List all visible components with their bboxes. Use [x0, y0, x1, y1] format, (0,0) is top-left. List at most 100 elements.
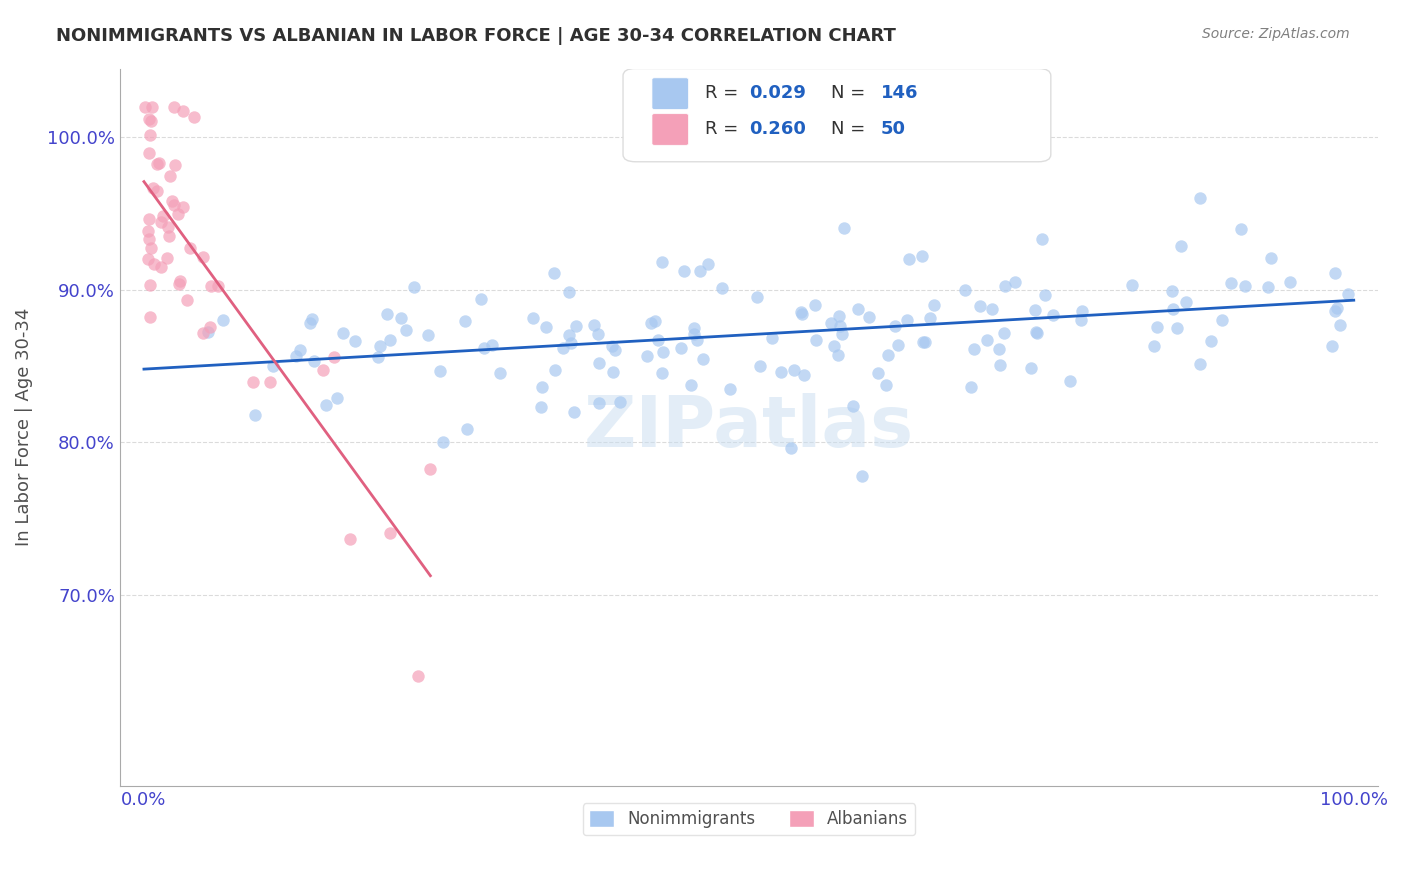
Point: [969, 299, 991, 313]
Point: [875, 378, 897, 392]
Point: [1329, 318, 1351, 333]
Point: [146, 184, 169, 198]
Text: R =: R =: [704, 84, 744, 102]
Point: [910, 250, 932, 264]
Point: [197, 326, 219, 340]
Point: [134, 100, 156, 114]
Point: [481, 338, 503, 352]
Point: [138, 232, 160, 246]
Point: [1170, 239, 1192, 253]
Point: [711, 281, 734, 295]
Point: [988, 342, 1011, 356]
Point: [312, 362, 335, 376]
Point: [191, 250, 214, 264]
FancyBboxPatch shape: [652, 113, 689, 145]
Point: [790, 305, 813, 319]
Point: [683, 321, 706, 335]
Point: [718, 382, 741, 396]
Point: [770, 366, 793, 380]
Point: [141, 114, 163, 128]
Point: [564, 405, 586, 419]
Point: [922, 298, 945, 312]
Point: [823, 338, 845, 352]
Legend: Nonimmigrants, Albanians: Nonimmigrants, Albanians: [582, 804, 915, 835]
Text: Source: ZipAtlas.com: Source: ZipAtlas.com: [1202, 27, 1350, 41]
Point: [138, 145, 160, 160]
Point: [1031, 232, 1053, 246]
Point: [156, 220, 179, 235]
Point: [378, 526, 401, 541]
Point: [489, 366, 512, 380]
Point: [602, 365, 624, 379]
Point: [820, 316, 842, 330]
Point: [558, 328, 581, 343]
Point: [416, 328, 439, 343]
Point: [375, 307, 398, 321]
Point: [848, 302, 870, 317]
Point: [669, 341, 692, 355]
Point: [470, 292, 492, 306]
Point: [988, 358, 1011, 372]
Point: [959, 380, 981, 394]
Point: [876, 348, 898, 362]
Point: [544, 363, 567, 377]
Point: [553, 341, 575, 355]
Point: [163, 100, 186, 114]
Point: [640, 316, 662, 330]
Point: [139, 310, 162, 324]
Point: [259, 375, 281, 389]
FancyBboxPatch shape: [623, 69, 1050, 161]
Point: [689, 264, 711, 278]
Point: [1230, 222, 1253, 236]
Point: [389, 311, 412, 326]
Point: [456, 422, 478, 436]
Point: [564, 318, 586, 333]
Point: [315, 398, 337, 412]
Point: [672, 264, 695, 278]
Point: [679, 378, 702, 392]
Point: [1166, 321, 1188, 335]
Point: [1326, 301, 1348, 315]
Text: ZIPatlas: ZIPatlas: [583, 392, 914, 462]
Point: [159, 229, 181, 244]
Point: [1323, 304, 1346, 318]
Point: [454, 314, 477, 328]
Point: [588, 356, 610, 370]
Point: [200, 278, 222, 293]
Point: [1025, 325, 1047, 339]
Point: [262, 359, 284, 373]
Point: [179, 241, 201, 255]
Point: [406, 669, 429, 683]
Point: [780, 441, 803, 455]
Point: [1033, 287, 1056, 301]
Point: [828, 310, 851, 324]
Point: [395, 323, 418, 337]
Point: [301, 312, 323, 326]
Point: [883, 318, 905, 333]
Point: [582, 318, 605, 332]
Point: [343, 334, 366, 349]
Point: [963, 343, 986, 357]
Point: [543, 266, 565, 280]
Point: [886, 338, 908, 352]
Point: [534, 320, 557, 334]
Point: [994, 279, 1017, 293]
Point: [139, 241, 162, 255]
Point: [529, 401, 551, 415]
Point: [851, 469, 873, 483]
Point: [1278, 275, 1301, 289]
Text: 50: 50: [882, 120, 905, 137]
Point: [1021, 360, 1043, 375]
Point: [748, 359, 770, 373]
Point: [918, 311, 941, 326]
Point: [831, 326, 853, 341]
Text: NONIMMIGRANTS VS ALBANIAN IN LABOR FORCE | AGE 30-34 CORRELATION CHART: NONIMMIGRANTS VS ALBANIAN IN LABOR FORCE…: [56, 27, 896, 45]
Point: [609, 395, 631, 409]
Point: [339, 533, 361, 547]
Point: [138, 212, 160, 227]
Point: [326, 391, 349, 405]
Point: [150, 215, 173, 229]
Point: [169, 274, 191, 288]
Point: [1220, 276, 1243, 290]
Point: [697, 257, 720, 271]
